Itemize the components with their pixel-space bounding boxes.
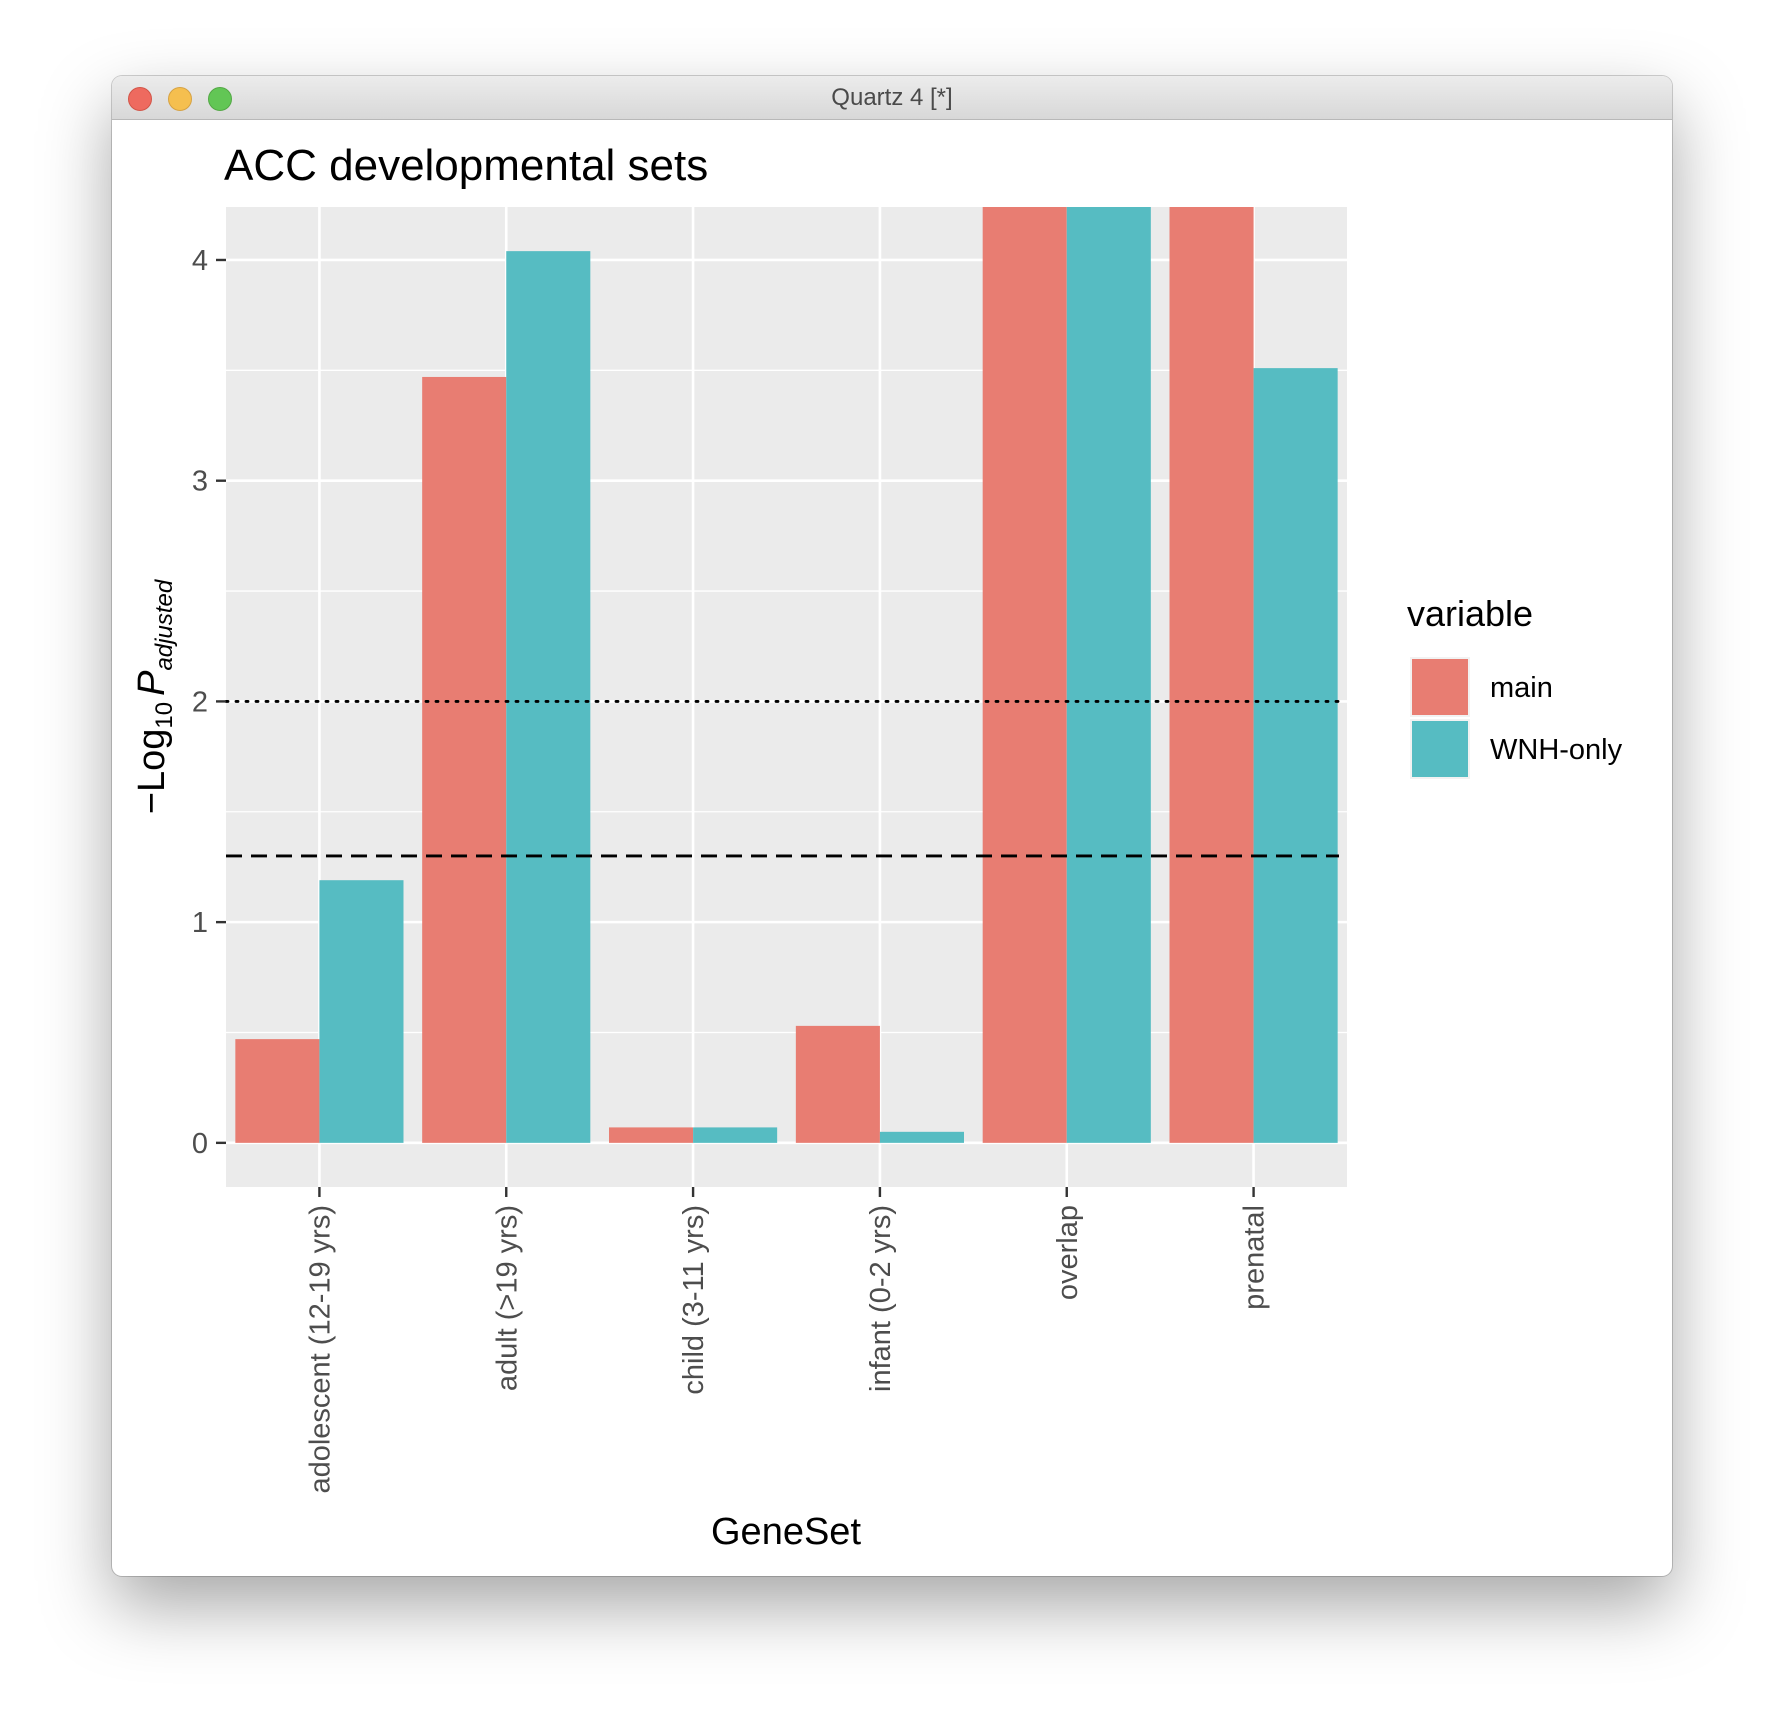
bar-main (795, 1025, 880, 1143)
window-title: Quartz 4 [*] (831, 84, 953, 111)
minimize-button[interactable] (168, 87, 192, 111)
y-axis-title: −Log10 Padjusted (131, 579, 178, 814)
x-tick-label: prenatal (1239, 1205, 1271, 1310)
bar-main (609, 1127, 694, 1143)
x-tick-label: adolescent (12-19 yrs) (304, 1205, 336, 1494)
legend-swatch (1412, 659, 1468, 715)
legend-label: main (1490, 672, 1553, 704)
window-titlebar[interactable]: Quartz 4 [*] (112, 76, 1672, 120)
svg-text:−Log10Padjusted: −Log10 Padjusted (131, 579, 178, 814)
x-tick-label: adult (>19 yrs) (491, 1205, 523, 1391)
x-axis: adolescent (12-19 yrs) adult (>19 yrs) chi… (304, 1187, 1271, 1494)
y-tick-label: 0 (192, 1128, 208, 1160)
legend-label: WNH-only (1490, 734, 1623, 766)
close-button[interactable] (128, 87, 152, 111)
y-tick-label: 1 (192, 907, 208, 939)
bar-main (1169, 207, 1254, 1143)
bars (235, 207, 1338, 1143)
legend: variable main WNH-only (1407, 593, 1623, 779)
y-axis-title-subscript: 10 (151, 702, 178, 729)
x-tick-label: child (3-11 yrs) (678, 1205, 710, 1395)
bar-wnh-only (1253, 368, 1338, 1143)
bar-wnh-only (879, 1131, 964, 1143)
y-axis-title-prefix: −Log (131, 729, 173, 815)
bar-wnh-only (319, 880, 404, 1143)
quartz-window: Quartz 4 [*] ACC developmental sets 0 1 2 3… (112, 76, 1672, 1576)
x-axis-title: GeneSet (711, 1511, 861, 1553)
y-tick-label: 4 (192, 245, 208, 277)
bar-main (982, 207, 1067, 1143)
legend-swatch (1412, 721, 1468, 777)
bar-chart: ACC developmental sets 0 1 2 3 4 adolescent … (131, 141, 1623, 1553)
reference-lines (224, 700, 1341, 858)
bar-wnh-only (1066, 207, 1151, 1143)
minor-gridlines (226, 369, 1347, 1034)
y-axis: 0 1 2 3 4 (192, 245, 226, 1160)
chart-title: ACC developmental sets (224, 141, 708, 190)
bar-wnh-only (693, 1127, 778, 1143)
plot-area: ACC developmental sets 0 1 2 3 4 adolescent … (112, 120, 1672, 1576)
y-tick-label: 3 (192, 466, 208, 498)
bar-main (422, 376, 507, 1143)
y-axis-title-symbol: P (131, 670, 173, 696)
y-tick-label: 2 (192, 686, 208, 718)
x-tick-label: overlap (1052, 1205, 1084, 1300)
bar-wnh-only (506, 251, 591, 1143)
maximize-button[interactable] (208, 87, 232, 111)
bar-main (235, 1039, 320, 1143)
x-tick-label: infant (0-2 yrs) (865, 1205, 897, 1392)
legend-title: variable (1407, 593, 1533, 634)
y-axis-title-symbol-subscript: adjusted (151, 579, 178, 670)
